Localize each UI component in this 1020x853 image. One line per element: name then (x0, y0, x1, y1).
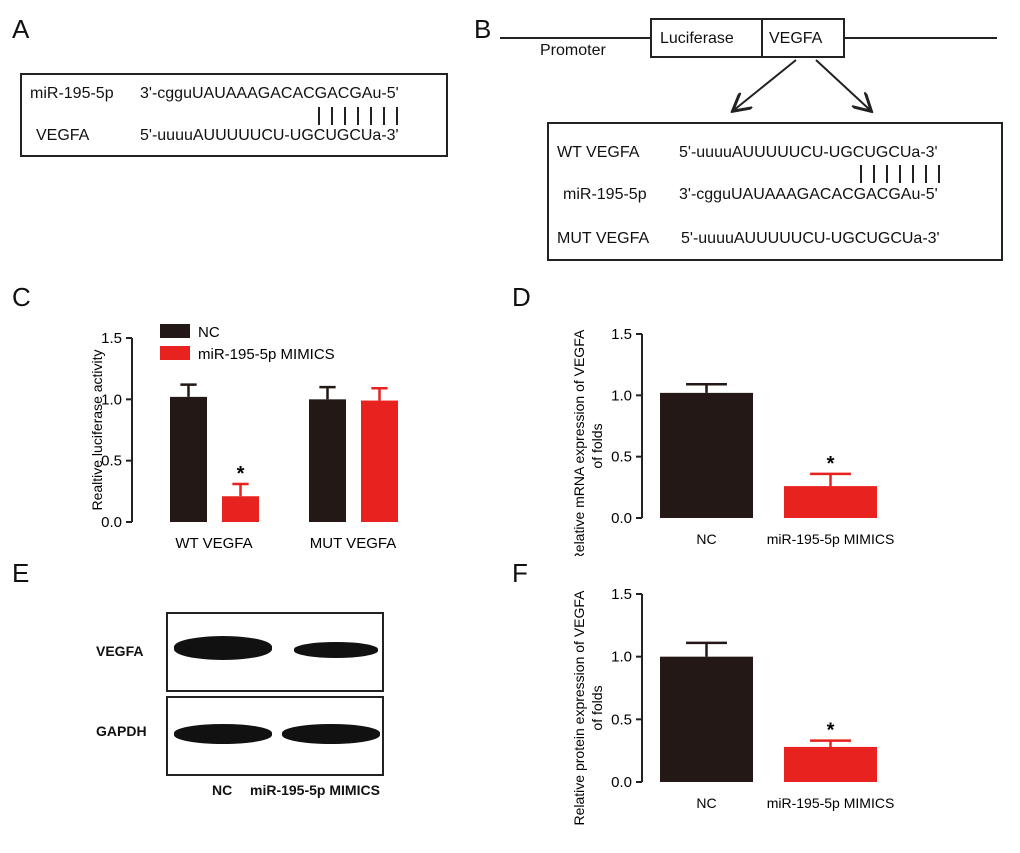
panel-b-wt-label: WT VEGFA (557, 144, 640, 161)
chart-f-y-tick-label: 0.0 (611, 774, 632, 791)
band-gapdh-mimics (282, 724, 380, 744)
chart-f-x-tick-label: NC (696, 795, 716, 811)
chart-c-y-tick-label: 1.0 (101, 391, 122, 408)
chart-d-x-tick-label: NC (696, 531, 716, 547)
chart-c-y-axis-label: Realtive luciferase activity (89, 349, 105, 510)
chart-f-y-tick-label: 0.5 (611, 711, 632, 728)
chart-f-significance-star: * (827, 720, 835, 742)
panel-e-col-label-nc: NC (212, 782, 233, 798)
chart-d-bar-1 (784, 486, 877, 518)
panel-b-vegfa-label: VEGFA (769, 30, 823, 47)
chart-c-y-tick-label: 0.5 (101, 453, 122, 470)
panel-b-arrow-right (815, 59, 870, 110)
panel-a-mir-seq: 3'-cgguUAUAAAGACACGACGAu-5' (140, 85, 399, 102)
chart-f-bar-0 (660, 656, 753, 782)
panel-b-mir-seq: 3'-cgguUAUAAAGACACGACGAu-5' (679, 186, 938, 203)
chart-c-y-tick-label: 0.0 (101, 514, 122, 531)
chart-d-y-axis-label: Relative mRNA expression of VEGFA (571, 329, 587, 556)
panel-e-col-label-mimics: miR-195-5p MIMICS (250, 782, 380, 798)
chart-d-x-tick-label: miR-195-5p MIMICS (767, 531, 895, 547)
chart-c-bar-1-1 (361, 400, 398, 522)
panel-b-mut-seq: 5'-uuuuAUUUUUCU-UGCUGCUa-3' (681, 230, 940, 247)
chart-d-significance-star: * (827, 453, 835, 475)
chart-c-legend-label: NC (198, 324, 220, 341)
chart-f-y-axis-label-2: of folds (589, 685, 605, 730)
panel-b-luciferase-label: Luciferase (660, 30, 734, 47)
panel-b-promoter-line-left (500, 37, 652, 39)
panel-b-wt-seq: 5'-uuuuAUUUUUCU-UGCUGCUa-3' (679, 144, 938, 161)
band-vegfa-nc (174, 636, 272, 660)
panel-a-pairing-lines (318, 107, 402, 125)
panel-a-target-seq: 5'-uuuuAUUUUUCU-UGCUGCUa-3' (140, 127, 399, 144)
chart-c-legend-label: miR-195-5p MIMICS (198, 346, 335, 363)
chart-c: 0.0 0.5 1.0 1.5 Realtive luciferase activity… (89, 324, 398, 552)
panel-letter-a: A (12, 14, 30, 44)
panel-b-arrow-left (734, 59, 797, 110)
panel-letter-c: C (12, 282, 31, 312)
panel-letter-d: D (512, 282, 531, 312)
panel-e-blot-gapdh (166, 696, 384, 776)
chart-d: 0.0 0.5 1.0 1.5 Relative mRNA expression of … (571, 326, 895, 556)
chart-c-bar-1-0 (222, 496, 259, 522)
chart-f-x-tick-label: miR-195-5p MIMICS (767, 795, 895, 811)
panel-e-blot-vegfa (166, 612, 384, 692)
chart-c-legend-swatch (160, 346, 190, 360)
panel-b-promoter-line-right (843, 37, 997, 39)
chart-f-y-tick-label: 1.5 (611, 586, 632, 603)
panel-b-mut-label: MUT VEGFA (557, 230, 650, 247)
chart-f-bar-1 (784, 746, 877, 782)
chart-f-y-tick-label: 1.0 (611, 649, 632, 666)
band-vegfa-mimics (294, 642, 378, 658)
chart-d-bar-0 (660, 392, 753, 518)
chart-c-x-tick-label: WT VEGFA (175, 535, 252, 552)
chart-c-legend-swatch (160, 324, 190, 338)
chart-c-bar-0-1 (309, 399, 346, 522)
panel-e-row-label-gapdh: GAPDH (96, 723, 147, 739)
chart-f: 0.0 0.5 1.0 1.5 Relative protein expression … (571, 586, 895, 826)
panel-e-row-label-vegfa: VEGFA (96, 643, 144, 659)
chart-f-y-axis-label: Relative protein expression of VEGFA (571, 590, 587, 826)
chart-d-y-tick-label: 0.5 (611, 449, 632, 466)
chart-d-y-tick-label: 1.5 (611, 326, 632, 343)
panel-letter-b: B (474, 14, 492, 44)
chart-d-y-tick-label: 0.0 (611, 510, 632, 527)
chart-d-y-tick-label: 1.0 (611, 387, 632, 404)
panel-b-luciferase-box: Luciferase (650, 18, 763, 58)
panel-b-alignment-box: WT VEGFA 5'-uuuuAUUUUUCU-UGCUGCUa-3' miR… (547, 122, 1003, 261)
chart-c-y-tick-label: 1.5 (101, 330, 122, 347)
panel-a-mir-label: miR-195-5p (30, 85, 114, 102)
panel-b-mir-label: miR-195-5p (563, 186, 647, 203)
chart-d-y-axis-label-2: of folds (589, 423, 605, 468)
panel-a-alignment-box: miR-195-5p 3'-cgguUAUAAAGACACGACGAu-5' V… (20, 73, 448, 157)
panel-b-pairing-lines (860, 165, 944, 183)
chart-c-x-tick-label: MUT VEGFA (310, 535, 396, 552)
chart-c-significance-star: * (237, 463, 245, 485)
chart-c-bar-0-0 (170, 396, 207, 522)
panel-letter-e: E (12, 558, 30, 588)
panel-letter-f: F (512, 558, 528, 588)
panel-b-vegfa-box: VEGFA (761, 18, 845, 58)
panel-b-promoter-label: Promoter (540, 42, 606, 59)
band-gapdh-nc (174, 724, 272, 744)
panel-b-arrows (720, 59, 890, 116)
panel-a-target-label: VEGFA (36, 127, 90, 144)
